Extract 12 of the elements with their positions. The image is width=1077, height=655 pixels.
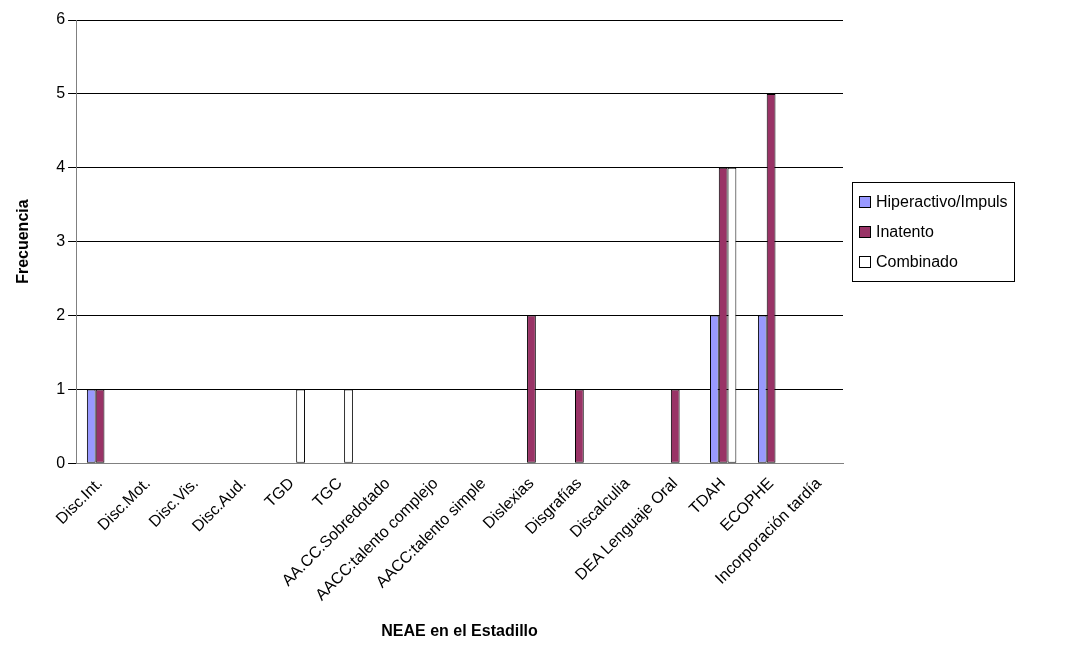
y-tick-label: 2 <box>56 305 66 323</box>
y-tick-label: 4 <box>56 158 66 176</box>
legend-label: Inatento <box>876 223 934 241</box>
y-tick-label: 5 <box>56 84 66 102</box>
x-axis-title: NEAE en el Estadillo <box>381 621 539 639</box>
y-tick-label: 3 <box>56 232 66 250</box>
y-tick-label: 0 <box>56 453 66 471</box>
legend-label: Hiperactivo/Impuls <box>876 193 1008 211</box>
text: Combinado <box>876 253 958 271</box>
y-tick-label: 1 <box>56 379 66 397</box>
y-tick-label: 6 <box>56 10 66 28</box>
y-axis-title: Frecuencia <box>14 199 32 284</box>
